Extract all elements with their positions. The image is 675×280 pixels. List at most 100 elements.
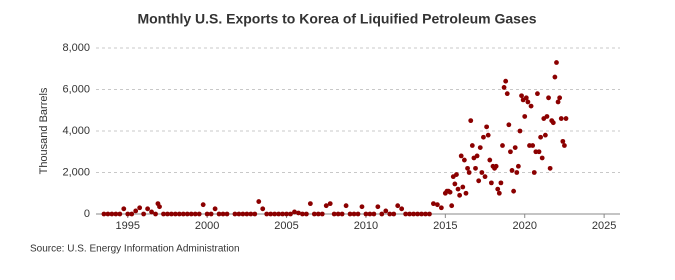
point (244, 211, 250, 217)
point (434, 202, 440, 208)
point (493, 163, 499, 169)
x-tick-label: 2015 (433, 220, 457, 232)
point (208, 211, 214, 217)
point (525, 99, 531, 105)
point (339, 211, 345, 217)
point (236, 211, 242, 217)
point (465, 165, 470, 171)
point (501, 85, 507, 90)
point (555, 99, 561, 105)
point (455, 186, 461, 192)
point (460, 184, 466, 190)
point (476, 178, 482, 184)
x-tick-label: 2020 (512, 220, 536, 232)
point (468, 118, 474, 124)
point (558, 116, 564, 121)
point (363, 211, 369, 217)
point (335, 211, 341, 217)
chart-title: Monthly U.S. Exports to Korea of Liquifi… (137, 11, 536, 27)
point (457, 192, 463, 198)
point (284, 211, 289, 217)
point (411, 211, 416, 217)
point (399, 206, 405, 212)
point (423, 211, 428, 217)
point (200, 202, 206, 208)
point (463, 190, 469, 196)
x-tick-label: 1995 (116, 220, 140, 232)
point (125, 211, 131, 217)
point (481, 134, 486, 140)
source: Source: U.S. Energy Information Administ… (30, 244, 240, 255)
point (531, 170, 537, 175)
y-tick-label: 2,000 (62, 166, 90, 178)
point (391, 211, 397, 217)
point (485, 132, 491, 138)
y-tick-label: 4,000 (62, 125, 90, 137)
point (149, 209, 154, 215)
point (403, 211, 409, 217)
point (272, 211, 278, 217)
point (452, 181, 458, 187)
point (512, 145, 518, 151)
point (367, 211, 373, 217)
point (503, 78, 509, 84)
point (375, 204, 381, 210)
point (509, 168, 515, 173)
point (466, 170, 472, 175)
x-tick-label: 2000 (195, 220, 219, 232)
point (355, 211, 361, 217)
y-axis-label: Thousand Barrels (38, 87, 50, 174)
point (343, 203, 349, 209)
point (323, 203, 329, 209)
point (121, 206, 127, 212)
point (101, 211, 107, 217)
point (458, 153, 464, 159)
point (141, 211, 147, 217)
point (515, 163, 521, 169)
point (176, 211, 182, 217)
point (216, 211, 222, 217)
point (482, 174, 488, 180)
point (550, 120, 556, 126)
point (256, 199, 262, 204)
point (523, 95, 529, 101)
point (383, 208, 389, 214)
point (371, 211, 377, 217)
point (311, 211, 317, 217)
point (180, 211, 186, 217)
point (511, 188, 517, 194)
point (288, 211, 293, 217)
point (307, 201, 313, 207)
point (562, 143, 567, 148)
point (204, 211, 210, 217)
point (519, 93, 524, 99)
point (133, 208, 139, 214)
y-tick-label: 6,000 (62, 83, 90, 95)
point (220, 211, 226, 217)
point (280, 211, 285, 217)
point (192, 211, 198, 217)
point (117, 211, 123, 217)
point (454, 172, 459, 177)
point (224, 211, 230, 217)
point (319, 211, 325, 217)
x-tick-label: 2025 (592, 220, 616, 232)
point (474, 153, 480, 159)
point (535, 91, 540, 97)
point (563, 116, 569, 121)
point (153, 211, 158, 217)
point (145, 206, 151, 212)
point (109, 211, 115, 217)
point (500, 143, 505, 148)
point (347, 211, 353, 217)
point (196, 211, 202, 217)
y-tick-label: 0 (84, 208, 90, 220)
point (155, 201, 161, 207)
point (469, 143, 475, 148)
point (268, 211, 274, 217)
point (517, 128, 523, 134)
x-tick-label: 2010 (354, 220, 378, 232)
point (165, 211, 170, 217)
point (212, 206, 218, 212)
